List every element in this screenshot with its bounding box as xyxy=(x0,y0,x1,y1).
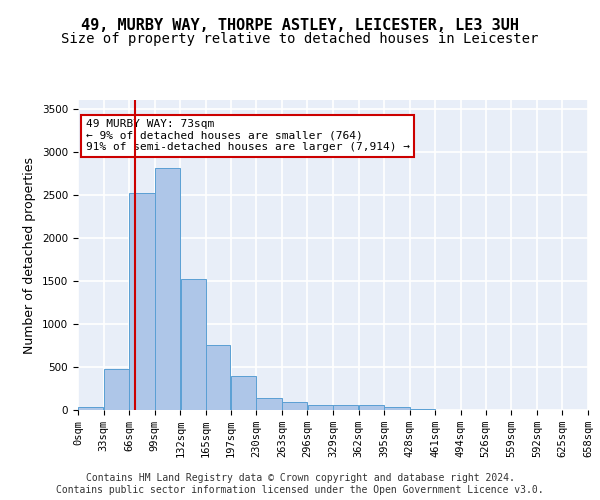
Bar xyxy=(333,406,358,410)
Bar xyxy=(104,368,129,410)
Bar xyxy=(231,376,256,410)
Bar xyxy=(130,193,155,410)
Bar xyxy=(308,405,333,410)
Bar xyxy=(181,279,206,410)
Bar xyxy=(410,409,435,410)
Text: Contains HM Land Registry data © Crown copyright and database right 2024.
Contai: Contains HM Land Registry data © Crown c… xyxy=(56,474,544,495)
Bar xyxy=(385,408,410,410)
Bar xyxy=(256,398,281,410)
Bar xyxy=(78,408,103,410)
Text: 49, MURBY WAY, THORPE ASTLEY, LEICESTER, LE3 3UH: 49, MURBY WAY, THORPE ASTLEY, LEICESTER,… xyxy=(81,18,519,32)
Bar xyxy=(359,405,384,410)
Bar xyxy=(206,346,230,410)
Text: Size of property relative to detached houses in Leicester: Size of property relative to detached ho… xyxy=(61,32,539,46)
Y-axis label: Number of detached properties: Number of detached properties xyxy=(23,156,37,354)
Bar xyxy=(155,168,180,410)
Bar xyxy=(282,402,307,410)
Text: 49 MURBY WAY: 73sqm
← 9% of detached houses are smaller (764)
91% of semi-detach: 49 MURBY WAY: 73sqm ← 9% of detached hou… xyxy=(86,119,410,152)
